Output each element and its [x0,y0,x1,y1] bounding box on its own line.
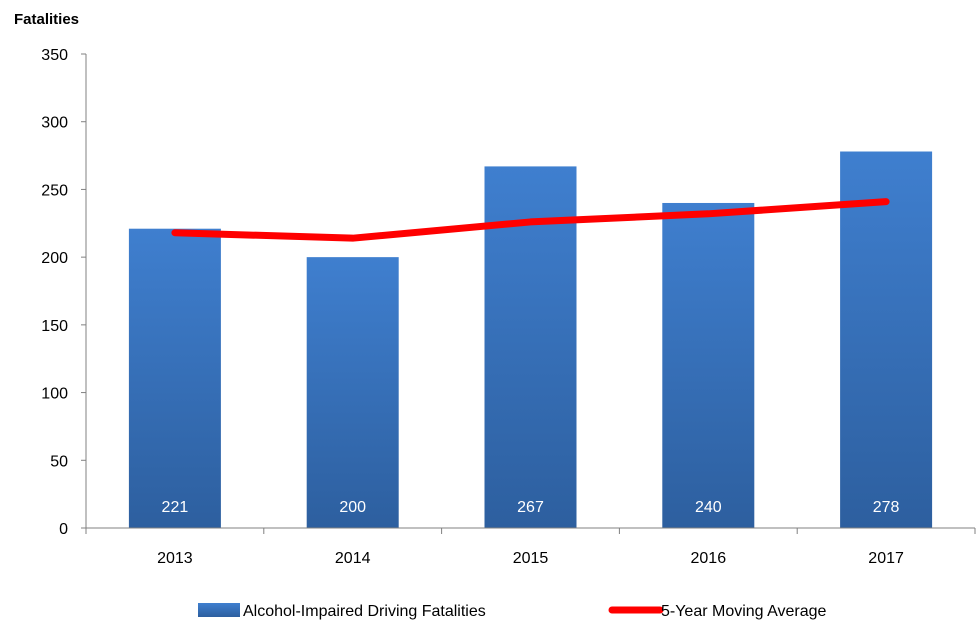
bar-data-label: 221 [162,499,189,516]
y-tick-label: 200 [41,250,68,267]
bar [840,151,933,528]
bar [306,257,399,528]
bar [128,228,221,528]
x-tick-label: 2016 [691,550,727,567]
moving-average-line [171,198,890,242]
bar-data-label: 200 [339,499,366,516]
y-tick-label: 150 [41,318,68,335]
x-axis-ticks: 2013 2014 2015 2016 2017 [85,528,976,567]
bar [662,202,755,528]
axes [85,54,975,529]
x-tick-label: 2015 [513,550,549,567]
bar-data-label: 278 [873,499,900,516]
legend: Alcohol-Impaired Driving Fatalities 5-Ye… [198,603,827,620]
bar-data-label: 240 [695,499,722,516]
y-axis-label: Fatalities [14,11,79,28]
y-tick-label: 250 [41,182,68,199]
bar-data-label: 267 [517,499,544,516]
y-axis-ticks: 0 50 100 150 200 250 300 350 [41,47,86,538]
y-tick-label: 350 [41,47,68,64]
x-tick-label: 2013 [157,550,193,567]
x-tick-label: 2014 [335,550,371,567]
y-tick-label: 50 [50,453,68,470]
moving-average-polyline [171,198,890,242]
x-tick-label: 2017 [868,550,904,567]
legend-line-label: 5-Year Moving Average [661,603,827,620]
legend-bar-swatch [198,603,240,617]
y-tick-label: 300 [41,115,68,132]
y-tick-label: 100 [41,386,68,403]
legend-bar-label: Alcohol-Impaired Driving Fatalities [243,603,486,620]
y-tick-label: 0 [59,521,68,538]
